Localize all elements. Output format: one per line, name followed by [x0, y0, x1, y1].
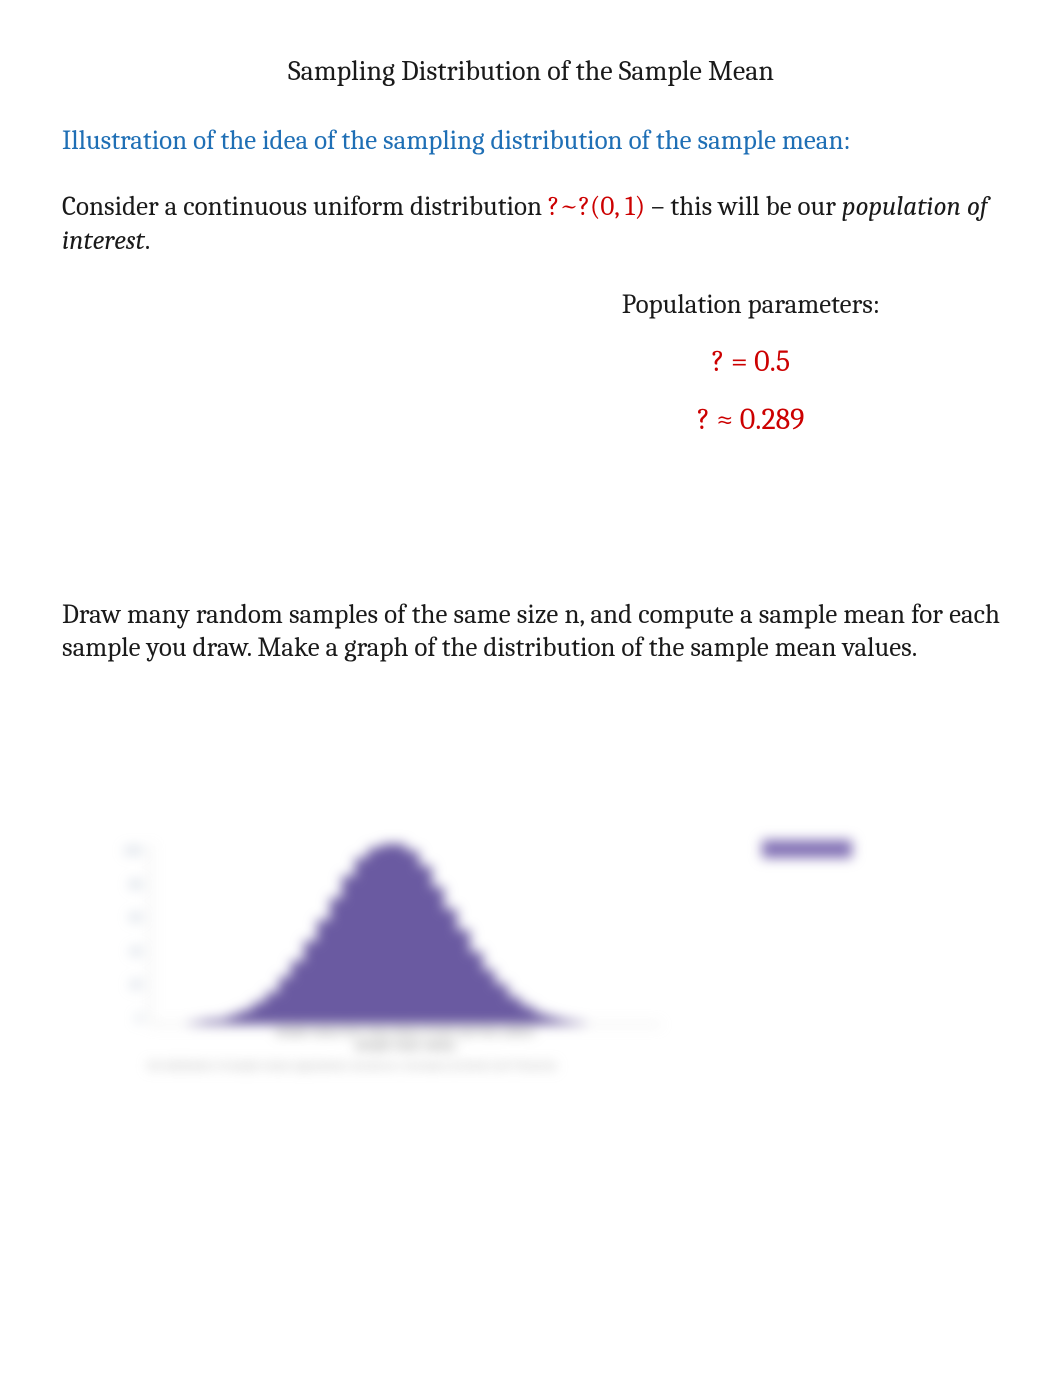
histogram-bar	[266, 992, 279, 1024]
y-axis-ticks: 100 80 60 40 20 0	[112, 845, 142, 1025]
histogram-bar	[317, 920, 330, 1024]
histogram-bar	[240, 1010, 253, 1024]
chart-footnote: the distribution of sample means approac…	[72, 1061, 632, 1072]
x-axis-title: sample mean values	[150, 1040, 660, 1052]
paragraph-instruction: Draw many random samples of the same siz…	[62, 598, 1000, 666]
histogram-bar	[215, 1019, 228, 1024]
histogram-bar	[342, 876, 355, 1024]
histogram-bar	[457, 930, 470, 1024]
section-subtitle: Illustration of the idea of the sampling…	[62, 125, 1000, 156]
y-tick-label: 60	[112, 912, 142, 924]
histogram-bars	[150, 844, 661, 1025]
histogram-bar	[508, 997, 521, 1024]
histogram-bar	[521, 1006, 534, 1024]
histogram-bar	[381, 844, 394, 1024]
y-tick-label: 40	[112, 946, 142, 958]
histogram-bar	[330, 898, 343, 1024]
y-tick-label: 0	[112, 1013, 142, 1025]
histogram-bar	[202, 1020, 215, 1024]
para1-pre: Consider a continuous uniform distributi…	[62, 191, 548, 222]
x-axis-labels: sample means from many draws of each siz…	[150, 1027, 660, 1038]
histogram-bar	[304, 941, 317, 1024]
parameter-sigma: ? ≈ 0.289	[622, 405, 880, 435]
histogram-bar	[483, 970, 496, 1024]
histogram-bar	[444, 909, 457, 1024]
distribution-notation: ?~?(0, 1)	[548, 191, 645, 222]
parameters-block: Population parameters: ? = 0.5 ? ≈ 0.289	[62, 288, 1000, 518]
histogram-bar	[406, 851, 419, 1024]
parameter-mu: ? = 0.5	[622, 347, 880, 377]
histogram-bar	[470, 952, 483, 1024]
y-tick-label: 100	[112, 845, 142, 857]
histogram-bar	[419, 866, 432, 1024]
histogram-bar	[534, 1013, 547, 1024]
parameters-label: Population parameters:	[622, 288, 880, 322]
histogram-chart: 100 80 60 40 20 0 sample means from many draw…	[72, 845, 712, 1072]
histogram-bar	[228, 1015, 241, 1024]
legend-swatch	[762, 840, 852, 858]
histogram-bar	[279, 977, 292, 1024]
histogram-bar	[432, 887, 445, 1024]
histogram-bar	[355, 858, 368, 1024]
para1-end: .	[145, 225, 151, 256]
histogram-bar	[546, 1017, 559, 1024]
para1-post: – this will be our	[645, 191, 842, 222]
page-title: Sampling Distribution of the Sample Mean	[62, 55, 1000, 87]
histogram-bar	[189, 1022, 202, 1024]
histogram-bar	[559, 1020, 572, 1024]
histogram-bar	[393, 844, 406, 1024]
histogram-bar	[495, 984, 508, 1024]
histogram-bar	[253, 1002, 266, 1024]
histogram-bar	[572, 1022, 585, 1024]
histogram-bar	[291, 961, 304, 1024]
paragraph-intro: Consider a continuous uniform distributi…	[62, 190, 1000, 258]
histogram-bar	[368, 848, 381, 1024]
y-tick-label: 20	[112, 979, 142, 991]
y-tick-label: 80	[112, 879, 142, 891]
